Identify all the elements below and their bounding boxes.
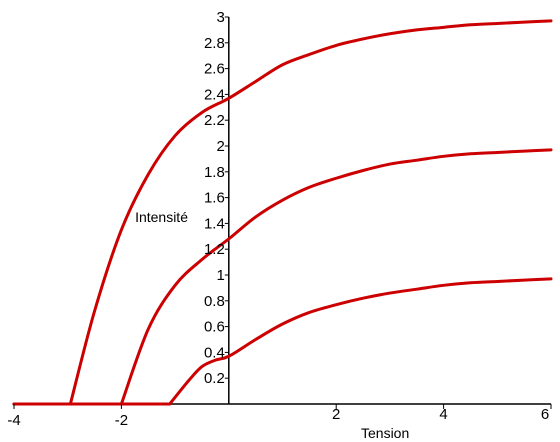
- series-line-3: [12, 277, 553, 406]
- y-tick-label: 3: [216, 9, 224, 26]
- y-tick-label: 2.6: [204, 61, 225, 78]
- x-tick-label: 6: [541, 406, 549, 423]
- axes: [14, 17, 551, 405]
- y-tick-label: 0.8: [204, 293, 225, 310]
- y-tick-label: 0.2: [204, 370, 225, 387]
- y-tick-label: 0.4: [204, 344, 225, 361]
- x-tick-label: -4: [7, 412, 20, 429]
- series-line-1: [12, 19, 553, 406]
- y-tick-label: 1.2: [204, 241, 225, 258]
- y-tick-label: 0.6: [204, 319, 225, 336]
- y-tick-label: 2: [216, 138, 224, 155]
- x-tick-label: -2: [115, 412, 128, 429]
- y-tick-label: 1: [216, 267, 224, 284]
- y-tick-label: 1.8: [204, 164, 225, 181]
- y-tick-label: 1.4: [204, 215, 225, 232]
- y-axis-label: Intensité: [135, 209, 188, 225]
- series-line-2: [12, 148, 553, 406]
- x-tick-label: 4: [439, 406, 447, 423]
- x-axis-label: Tension: [361, 425, 409, 441]
- x-tick-label: 2: [332, 406, 340, 423]
- y-tick-label: 2.4: [204, 86, 225, 103]
- y-tick-label: 1.6: [204, 190, 225, 207]
- series-group: [12, 19, 553, 406]
- ticks: 0.2 0.4 0.6 0.8 1 1.2 1.4 1.6 1.8 2 2.2 2.4 2.6 2.8 3 -…: [7, 9, 552, 429]
- y-tick-label: 2.2: [204, 112, 225, 129]
- y-tick-label: 2.8: [204, 35, 225, 52]
